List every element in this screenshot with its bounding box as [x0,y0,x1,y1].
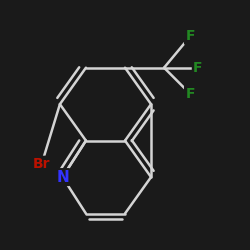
Text: N: N [56,170,69,184]
Text: F: F [193,61,203,75]
Text: F: F [185,30,195,44]
Text: Br: Br [33,157,50,171]
Text: F: F [185,87,195,101]
